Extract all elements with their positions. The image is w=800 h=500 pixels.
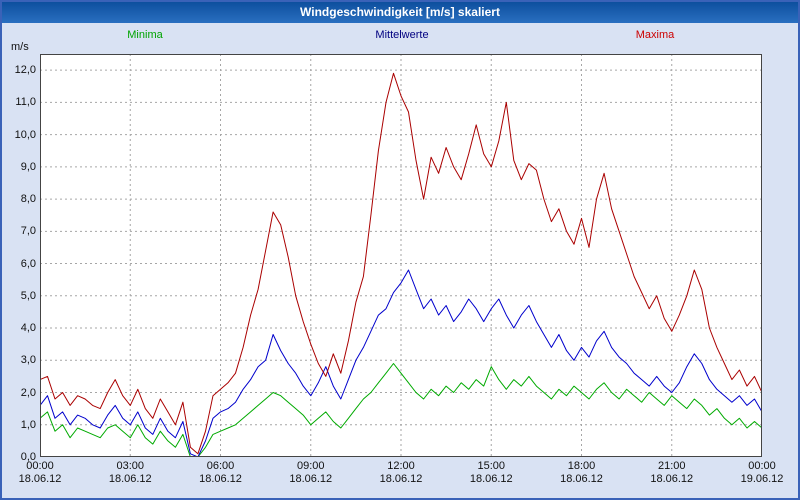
x-tick-label: 00:00 [748,460,776,472]
x-date-label: 18.06.12 [560,473,603,485]
y-tick-label: 3,0 [20,354,36,367]
x-tick-label: 21:00 [657,460,686,472]
y-tick-label: 0,0 [20,451,36,463]
plot-area [40,54,762,457]
x-date-label: 18.06.12 [108,473,152,485]
chart-title: Windgeschwindigkeit [m/s] skaliert [300,5,500,19]
y-tick-label: 12,0 [14,64,36,77]
y-tick-label: 11,0 [15,96,36,109]
y-tick-label: 10,0 [14,128,36,141]
x-tick-label: 12:00 [387,460,415,472]
x-date-label: 18.06.12 [379,473,423,485]
x-date-label: 18.06.12 [18,473,62,485]
x-tick-label: 06:00 [206,460,235,472]
y-tick-label: 1,0 [20,418,36,431]
y-tick-label: 6,0 [20,257,36,270]
x-tick-label: 00:00 [26,460,54,472]
legend-minima-label: Minima [127,29,163,41]
legend-maxima-label: Maxima [635,29,675,41]
y-tick-label: 8,0 [20,193,36,206]
legend-mittelwerte-label: Mittelwerte [375,29,429,41]
x-date-label: 18.06.12 [289,473,333,485]
minima-line [40,363,762,457]
x-tick-label: 03:00 [116,460,145,472]
x-tick-label: 15:00 [477,460,506,472]
y-tick-label: 2,0 [20,386,36,399]
mittelwerte-line [40,269,762,457]
plot-border [40,54,762,457]
y-tick-label: 4,0 [20,322,36,335]
x-date-label: 18.06.12 [650,473,694,485]
x-date-label: 18.06.12 [199,473,242,485]
x-tick-label: 18:00 [567,460,596,472]
y-tick-label: 5,0 [20,289,36,302]
x-date-label: 18.06.12 [469,473,513,485]
x-date-label: 19.06.12 [740,473,784,485]
y-tick-label: 7,0 [20,225,36,238]
title-bar: Windgeschwindigkeit [m/s] skaliert [2,2,798,23]
x-tick-label: 09:00 [296,460,325,472]
y-axis-unit-label: m/s [11,41,29,53]
maxima-line [40,72,762,455]
y-tick-label: 9,0 [20,160,36,173]
